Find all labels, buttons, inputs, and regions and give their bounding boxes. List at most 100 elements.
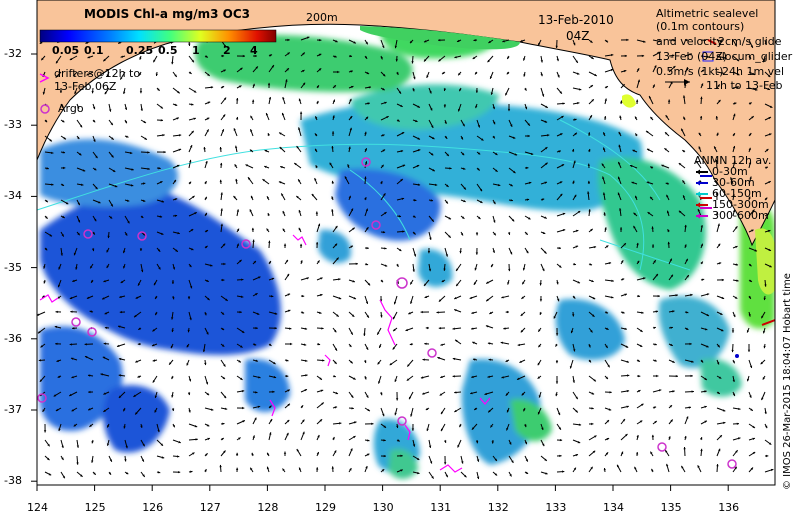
velocity-arrow-head bbox=[748, 296, 751, 299]
velocity-arrow-head bbox=[427, 251, 431, 254]
glider-legend-label: slocum_glider bbox=[716, 50, 793, 63]
velocity-arrow-head bbox=[445, 201, 448, 204]
velocity-arrow-head bbox=[555, 361, 559, 364]
velocity-arrow-head bbox=[562, 102, 565, 105]
velocity-arrow-head bbox=[354, 421, 357, 424]
velocity-arrow-head bbox=[72, 327, 75, 330]
velocity-arrow-head bbox=[701, 278, 705, 281]
colorbar-tick-label: 4 bbox=[250, 44, 258, 57]
velocity-arrow-head bbox=[242, 406, 245, 410]
velocity-arrow-head bbox=[202, 349, 206, 352]
velocity-arrow-head bbox=[192, 195, 195, 199]
velocity-arrow-head bbox=[655, 274, 658, 277]
velocity-arrow-head bbox=[607, 364, 610, 368]
velocity-arrow-head bbox=[124, 120, 127, 124]
velocity-arrow-head bbox=[225, 298, 228, 301]
velocity-arrow-head bbox=[731, 349, 734, 353]
velocity-arrow-head bbox=[319, 311, 322, 314]
velocity-arrow-head bbox=[665, 115, 668, 118]
velocity-arrow-head bbox=[344, 176, 347, 179]
velocity-arrow-head bbox=[636, 452, 639, 455]
velocity-arrow-head bbox=[298, 210, 301, 213]
velocity-arrow-head bbox=[556, 282, 559, 285]
velocity-arrow-head bbox=[686, 275, 689, 278]
velocity-arrow-head bbox=[503, 327, 506, 330]
velocity-arrow-head bbox=[488, 358, 491, 361]
velocity-arrow-head bbox=[561, 116, 564, 119]
velocity-arrow-head bbox=[56, 60, 59, 64]
velocity-arrow-head bbox=[239, 85, 242, 88]
velocity-arrow-head bbox=[736, 279, 739, 282]
velocity-arrow-head bbox=[429, 91, 432, 94]
velocity-arrow-head bbox=[222, 278, 225, 282]
velocity-arrow-head bbox=[158, 267, 161, 270]
velocity-arrow-head bbox=[495, 169, 498, 172]
sealevel-legend-line3: and velocity bbox=[656, 35, 724, 48]
velocity-arrow-head bbox=[593, 246, 597, 249]
velocity-arrow-head bbox=[452, 357, 456, 361]
velocity-arrow-head bbox=[365, 301, 369, 304]
land-mass bbox=[37, 0, 775, 247]
velocity-arrow-head bbox=[365, 161, 368, 164]
velocity-arrow-head bbox=[400, 179, 403, 182]
velocity-arrow-head bbox=[286, 273, 290, 277]
velocity-arrow-head bbox=[460, 233, 463, 236]
velocity-arrow-head bbox=[140, 425, 143, 428]
velocity-arrow-head bbox=[193, 90, 197, 93]
velocity-arrow-head bbox=[678, 163, 682, 166]
velocity-arrow-head bbox=[191, 59, 194, 63]
velocity-arrow-head bbox=[545, 162, 548, 165]
chlorophyll-patches bbox=[40, 24, 775, 479]
velocity-arrow-head bbox=[473, 39, 476, 42]
velocity-arrow-head bbox=[438, 39, 441, 42]
velocity-arrow-head bbox=[413, 76, 416, 80]
velocity-arrow-head bbox=[700, 116, 703, 119]
velocity-arrow-head bbox=[367, 282, 371, 286]
velocity-arrow-head bbox=[378, 381, 381, 384]
velocity-arrow-head bbox=[103, 342, 106, 345]
velocity-arrow-head bbox=[605, 245, 609, 248]
velocity-arrow-head bbox=[505, 92, 508, 96]
velocity-arrow-head bbox=[746, 378, 750, 382]
velocity-arrow-head bbox=[251, 452, 254, 456]
anmn-swatch-head bbox=[696, 191, 700, 197]
velocity-arrow-head bbox=[489, 311, 492, 314]
velocity-arrow-head bbox=[152, 359, 156, 362]
velocity-arrow-head bbox=[444, 121, 447, 124]
velocity-arrow-head bbox=[61, 105, 64, 109]
velocity-arrow-head bbox=[207, 437, 210, 441]
velocity-arrow-head bbox=[603, 468, 606, 471]
velocity-arrow-head bbox=[479, 188, 482, 192]
velocity-arrow-head bbox=[335, 40, 338, 43]
velocity-arrow-head bbox=[717, 391, 720, 394]
velocity-arrow-head bbox=[110, 204, 113, 207]
velocity-arrow-head bbox=[318, 53, 322, 56]
x-axis-ticks bbox=[36, 485, 729, 491]
velocity-arrow-head bbox=[174, 74, 177, 77]
anmn-swatch-head bbox=[696, 180, 700, 186]
velocity-arrow-head bbox=[221, 438, 224, 441]
x-tick-label: 132 bbox=[487, 501, 509, 514]
velocity-arrow-head bbox=[735, 226, 738, 229]
velocity-arrow-head bbox=[161, 456, 165, 459]
velocity-arrow-head bbox=[204, 212, 207, 216]
velocity-arrow-head bbox=[572, 149, 575, 152]
velocity-arrow-head bbox=[521, 393, 525, 396]
velocity-arrow-head bbox=[107, 235, 110, 239]
velocity-arrow-head bbox=[112, 169, 116, 172]
velocity-arrow-head bbox=[664, 148, 667, 151]
velocity-arrow-head bbox=[672, 360, 675, 363]
velocity-arrow-head bbox=[734, 296, 738, 299]
velocity-arrow-head bbox=[250, 195, 254, 199]
velocity-arrow-head bbox=[646, 130, 649, 134]
velocity-arrow-head bbox=[572, 180, 575, 184]
glider-markers bbox=[700, 175, 775, 358]
velocity-arrow-head bbox=[647, 148, 650, 151]
velocity-arrow-head bbox=[417, 471, 420, 475]
velocity-arrow-head bbox=[683, 447, 686, 450]
velocity-arrow-head bbox=[522, 268, 526, 271]
velocity-arrow-head bbox=[120, 77, 123, 80]
velocity-arrow-head bbox=[589, 115, 592, 118]
anmn-legend-label: 0-30m bbox=[712, 165, 748, 178]
velocity-arrow-head bbox=[223, 450, 226, 453]
